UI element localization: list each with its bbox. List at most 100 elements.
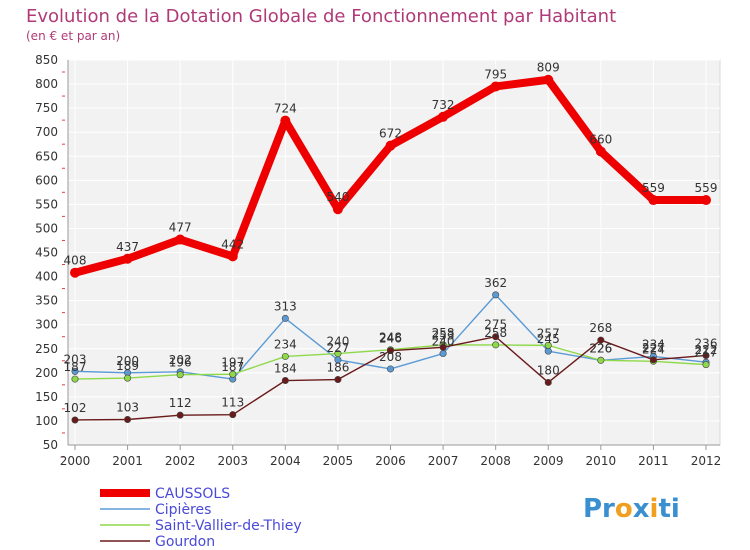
x-tick-label: 2012 bbox=[691, 454, 722, 468]
y-tick-label: 50 bbox=[43, 438, 58, 452]
data-label: 258 bbox=[432, 326, 455, 340]
data-point bbox=[439, 350, 447, 358]
data-label: 208 bbox=[379, 350, 402, 364]
data-label: 732 bbox=[432, 98, 455, 112]
y-tick-label: 650 bbox=[35, 149, 58, 163]
data-label: 253 bbox=[432, 328, 455, 342]
y-tick-label: 200 bbox=[35, 366, 58, 380]
data-label: 184 bbox=[274, 362, 297, 376]
data-point bbox=[71, 416, 79, 424]
y-tick-label: 500 bbox=[35, 221, 58, 235]
y-tick-label: 600 bbox=[35, 173, 58, 187]
data-label: 236 bbox=[695, 336, 718, 350]
data-label: 112 bbox=[169, 396, 192, 410]
data-label: 224 bbox=[642, 342, 665, 356]
data-label: 227 bbox=[326, 341, 349, 355]
data-point bbox=[492, 333, 500, 341]
data-point bbox=[490, 81, 501, 92]
y-tick-label: 750 bbox=[35, 101, 58, 115]
y-tick-label: 800 bbox=[35, 77, 58, 91]
x-tick-label: 2005 bbox=[323, 454, 354, 468]
data-label: 246 bbox=[379, 332, 402, 346]
data-point bbox=[438, 111, 449, 122]
data-label: 103 bbox=[116, 400, 139, 414]
data-point bbox=[649, 356, 657, 364]
data-label: 257 bbox=[537, 326, 560, 340]
data-point bbox=[334, 376, 342, 384]
data-label: 226 bbox=[589, 341, 612, 355]
legend-label: Saint-Vallier-de-Thiey bbox=[155, 518, 302, 534]
logo-part: i bbox=[650, 494, 659, 524]
data-labels: 203 200 202 187 313 227 208 240 362 245 226 234 222 1… bbox=[64, 61, 718, 415]
data-point bbox=[280, 115, 291, 126]
data-point bbox=[595, 146, 606, 157]
data-label: 187 bbox=[64, 360, 87, 374]
data-label: 187 bbox=[221, 360, 244, 374]
data-point bbox=[334, 350, 342, 358]
y-tick-label: 550 bbox=[35, 197, 58, 211]
logo-part: x bbox=[633, 494, 650, 524]
data-point bbox=[543, 74, 554, 85]
legend: CAUSSOLSCipièresSaint-Vallier-de-ThieyGo… bbox=[100, 486, 302, 550]
data-point bbox=[124, 374, 132, 382]
data-label: 442 bbox=[221, 237, 244, 251]
logo-part: ti bbox=[658, 494, 679, 524]
chart-title: Evolution de la Dotation Globale de Fonc… bbox=[26, 6, 616, 27]
grid bbox=[68, 59, 720, 446]
x-tick-label: 2006 bbox=[375, 454, 406, 468]
data-label: 437 bbox=[116, 240, 139, 254]
data-point bbox=[439, 343, 447, 351]
data-point bbox=[701, 195, 711, 206]
data-label: 559 bbox=[695, 181, 718, 195]
data-label: 313 bbox=[274, 299, 297, 313]
data-label: 362 bbox=[484, 276, 507, 290]
data-label: 113 bbox=[221, 396, 244, 410]
data-label: 200 bbox=[116, 354, 139, 368]
data-label: 795 bbox=[484, 67, 507, 81]
data-point bbox=[281, 377, 289, 385]
data-label: 268 bbox=[589, 321, 612, 335]
data-label: 196 bbox=[169, 356, 192, 370]
x-tick-label: 2002 bbox=[165, 454, 196, 468]
data-label: 226 bbox=[589, 341, 612, 355]
data-point bbox=[281, 352, 289, 360]
data-label: 217 bbox=[695, 346, 718, 360]
data-point bbox=[597, 356, 605, 364]
y-tick-label: 300 bbox=[35, 318, 58, 332]
data-point bbox=[386, 347, 394, 355]
data-label: 102 bbox=[64, 401, 87, 415]
data-point bbox=[385, 140, 396, 151]
data-label: 240 bbox=[326, 335, 349, 349]
x-tick-label: 2011 bbox=[638, 454, 669, 468]
data-point bbox=[124, 415, 132, 423]
data-point bbox=[386, 365, 394, 373]
data-point bbox=[227, 251, 238, 262]
data-point bbox=[332, 204, 343, 215]
data-label: 222 bbox=[695, 343, 718, 357]
data-label: 202 bbox=[169, 353, 192, 367]
y-tick-label: 450 bbox=[35, 246, 58, 260]
legend-label: Gourdon bbox=[155, 534, 215, 550]
data-point bbox=[229, 370, 237, 378]
x-tick-label: 2000 bbox=[60, 454, 91, 468]
data-label: 559 bbox=[642, 181, 665, 195]
x-tick-label: 2001 bbox=[112, 454, 143, 468]
y-axis: 50 100 150 200 250 300 350 400 450 500 550 600 650 70… bbox=[35, 53, 69, 458]
data-label: 234 bbox=[274, 337, 297, 351]
proxiti-logo: Proxiti bbox=[583, 494, 680, 524]
y-tick-label: 350 bbox=[35, 294, 58, 308]
data-label: 672 bbox=[379, 127, 402, 141]
data-label: 660 bbox=[589, 132, 612, 146]
y-tick-label: 100 bbox=[35, 414, 58, 428]
data-point bbox=[702, 351, 710, 359]
data-label: 203 bbox=[64, 352, 87, 366]
data-point bbox=[176, 411, 184, 419]
data-label: 240 bbox=[432, 335, 455, 349]
data-point bbox=[229, 411, 237, 419]
series-layer bbox=[70, 74, 711, 424]
data-label: 234 bbox=[642, 337, 665, 351]
x-tick-label: 2003 bbox=[217, 454, 248, 468]
data-label: 724 bbox=[274, 102, 297, 116]
y-tick-label: 250 bbox=[35, 342, 58, 356]
data-point bbox=[597, 336, 605, 344]
